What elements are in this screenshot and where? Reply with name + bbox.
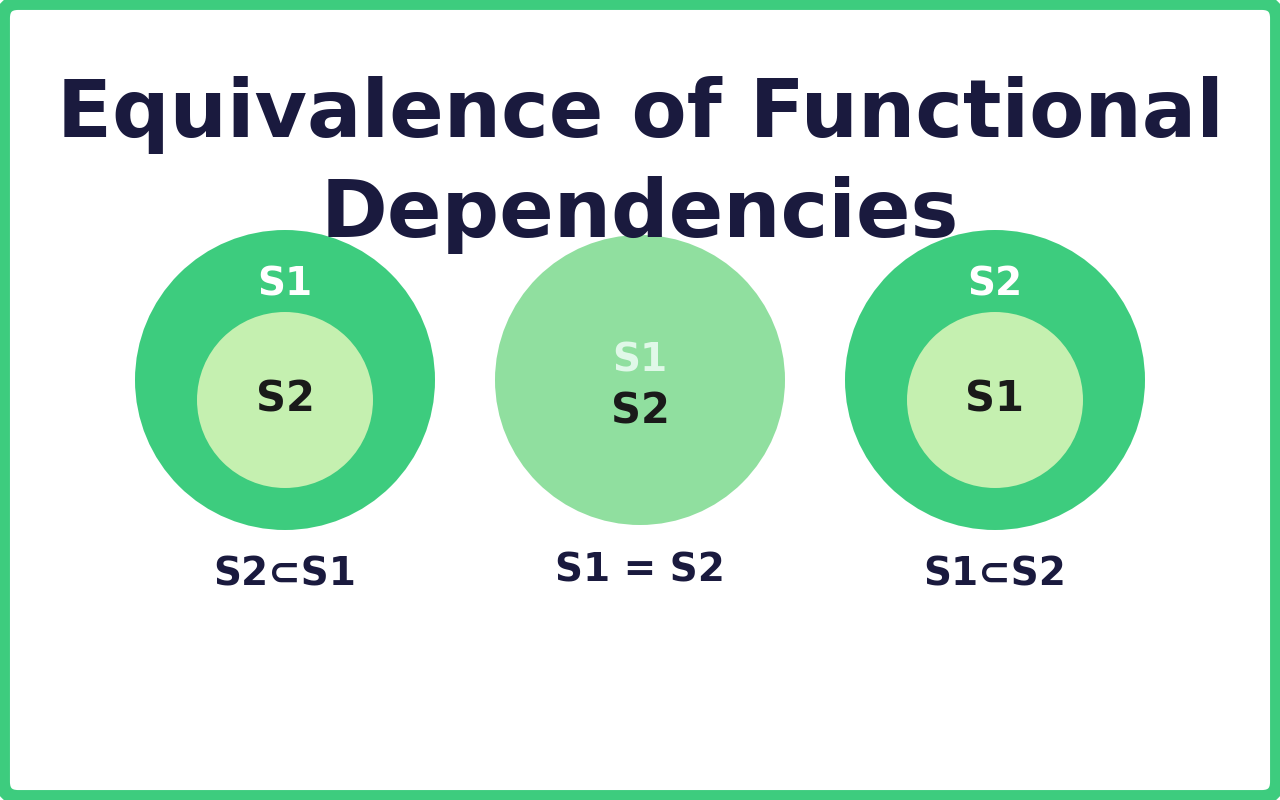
Text: S2: S2 xyxy=(611,391,669,433)
Text: S2: S2 xyxy=(968,266,1023,304)
Text: S1: S1 xyxy=(612,341,668,379)
Text: S2: S2 xyxy=(256,379,315,421)
FancyBboxPatch shape xyxy=(3,3,1277,797)
Circle shape xyxy=(845,230,1146,530)
Text: S1: S1 xyxy=(257,266,312,304)
Circle shape xyxy=(908,312,1083,488)
Text: S2⊂S1: S2⊂S1 xyxy=(214,556,356,594)
Text: S1⊂S2: S1⊂S2 xyxy=(924,556,1066,594)
Circle shape xyxy=(134,230,435,530)
Text: Equivalence of Functional: Equivalence of Functional xyxy=(56,76,1224,154)
Circle shape xyxy=(197,312,372,488)
Text: S1 = S2: S1 = S2 xyxy=(556,551,724,589)
Text: Dependencies: Dependencies xyxy=(321,176,959,254)
Circle shape xyxy=(495,235,785,525)
Text: S1: S1 xyxy=(965,379,1024,421)
